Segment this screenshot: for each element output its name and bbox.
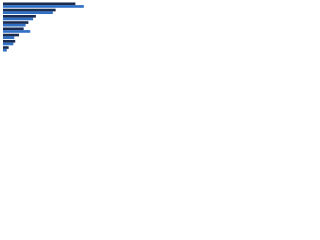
- page: (() => { const data = JSON.parse(documen…: [0, 0, 100, 71]
- bar: [3, 5, 84, 8]
- bar: [3, 48, 7, 52]
- bar: [3, 39, 16, 43]
- bar: [3, 27, 24, 31]
- bar: [3, 30, 31, 33]
- bar: [3, 14, 36, 18]
- bar: [3, 33, 19, 37]
- bar: [3, 36, 15, 40]
- bar: [3, 46, 9, 49]
- bar: [3, 2, 76, 6]
- bar: [3, 21, 29, 24]
- bar: [3, 42, 14, 46]
- bar: [3, 8, 56, 12]
- chart: [3, 2, 84, 52]
- bar: [3, 23, 26, 27]
- bar: [3, 11, 53, 15]
- bar: [3, 17, 34, 21]
